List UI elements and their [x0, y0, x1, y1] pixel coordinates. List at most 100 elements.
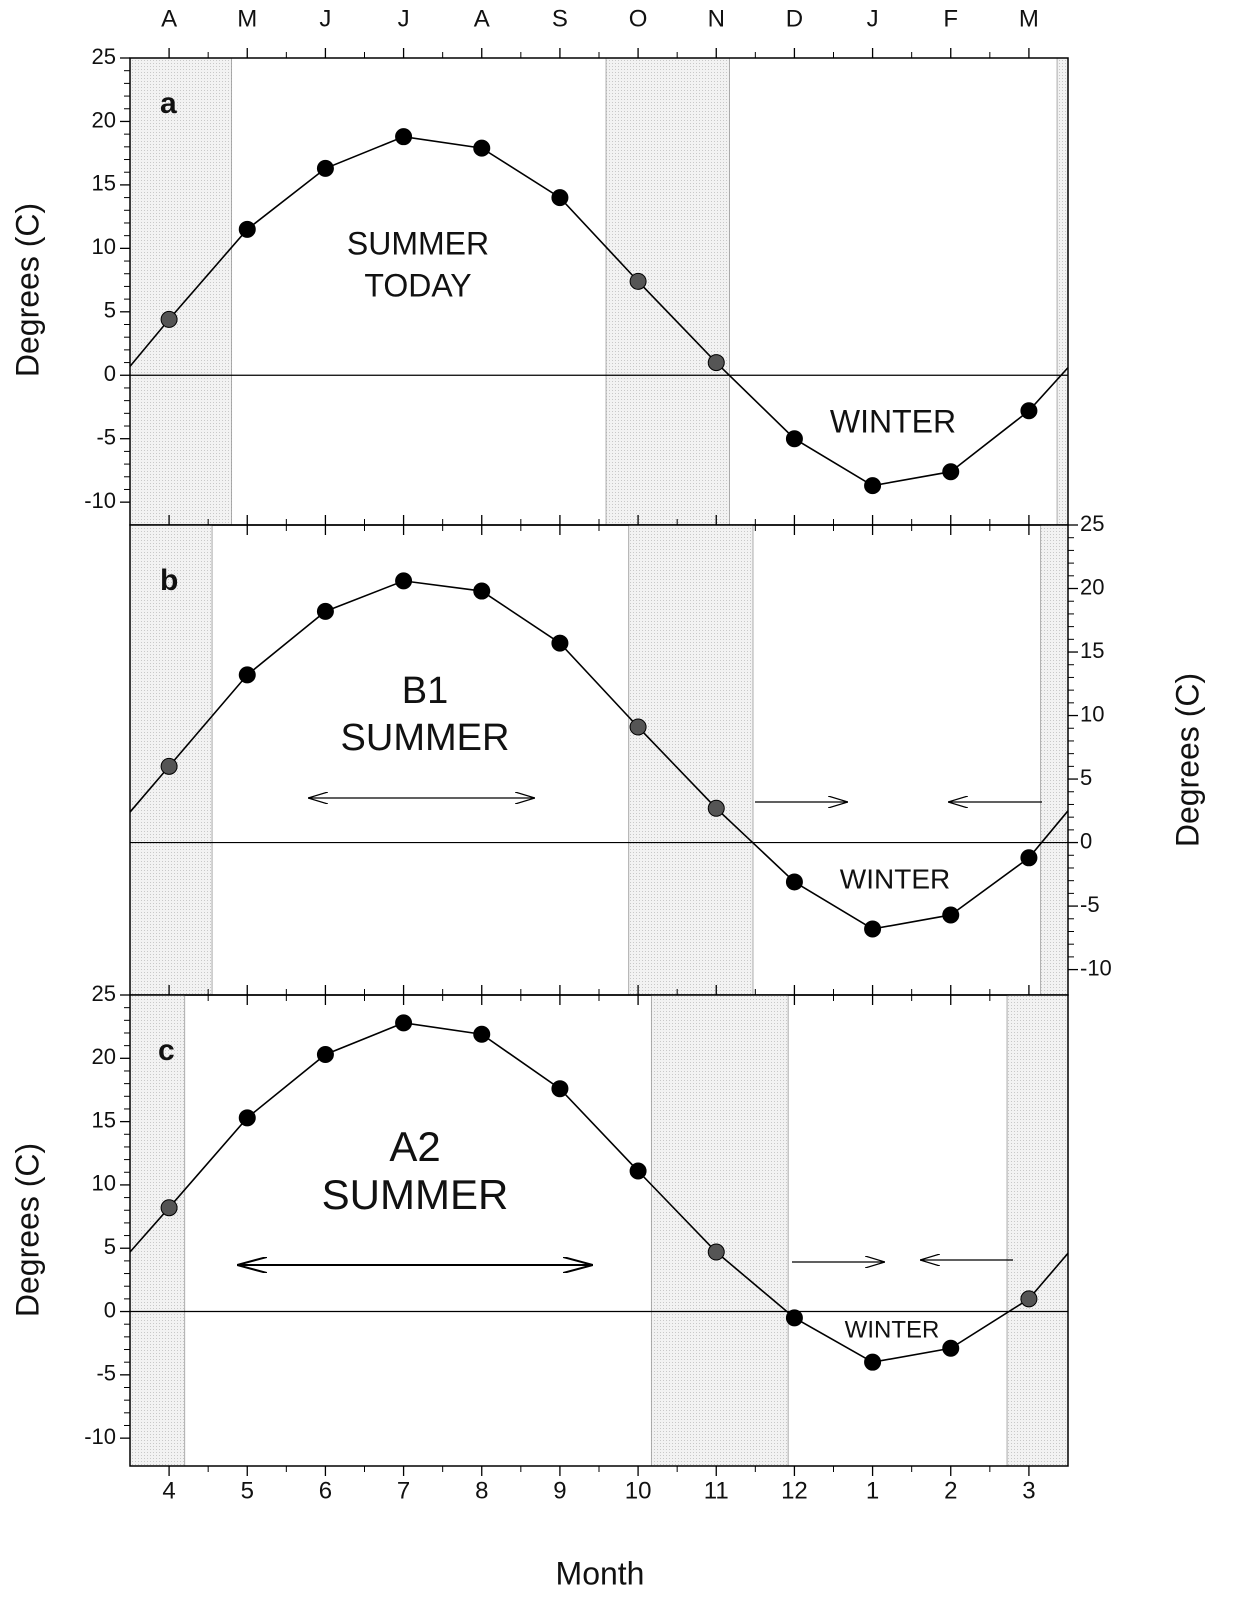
top-tick-label: N [708, 5, 725, 32]
data-line [129, 580, 1069, 930]
data-point [785, 873, 803, 891]
y-tick-label: 0 [104, 361, 116, 386]
data-point [629, 1162, 647, 1180]
shaded-span [605, 57, 730, 526]
y-tick-label: 10 [92, 234, 116, 259]
x-tick-label: 3 [1022, 1477, 1035, 1504]
data-point [238, 666, 256, 684]
top-tick-label: J [319, 5, 331, 32]
x-tick-label: 10 [625, 1477, 652, 1504]
data-point [1020, 402, 1038, 420]
data-point [316, 159, 334, 177]
y-tick-label: 20 [1080, 574, 1104, 599]
top-tick-label: A [161, 5, 177, 32]
y-tick-label: 25 [1080, 511, 1104, 536]
data-point [785, 430, 803, 448]
top-tick-label: S [552, 5, 568, 32]
y-tick-label: -10 [84, 1424, 116, 1449]
x-tick-label: 4 [162, 1477, 175, 1504]
panel-label: a [160, 87, 177, 120]
y-axis-label: Degrees (C) [9, 1143, 45, 1317]
x-tick-label: 12 [781, 1477, 808, 1504]
annotation: SUMMER [322, 1171, 509, 1218]
top-tick-label: D [786, 5, 803, 32]
y-tick-label: 0 [1080, 828, 1092, 853]
x-tick-label: 7 [397, 1477, 410, 1504]
data-point [160, 1199, 178, 1217]
data-point [316, 1046, 334, 1064]
y-tick-label: -10 [1080, 955, 1112, 980]
top-tick-label: O [629, 5, 648, 32]
y-tick-label: 15 [92, 1107, 116, 1132]
annotation: WINTER [840, 863, 950, 894]
top-tick-label: M [1019, 5, 1039, 32]
shaded-span [650, 994, 789, 1467]
y-axis-label: Degrees (C) [1169, 673, 1205, 847]
top-tick-label: A [474, 5, 490, 32]
data-point [551, 634, 569, 652]
data-point [551, 1080, 569, 1098]
data-point [707, 799, 725, 817]
y-tick-label: 25 [92, 44, 116, 69]
y-tick-label: 10 [92, 1171, 116, 1196]
data-point [942, 463, 960, 481]
annotation: WINTER [830, 403, 956, 439]
x-tick-label: 2 [944, 1477, 957, 1504]
data-line [129, 1022, 1069, 1364]
panel-label: c [158, 1034, 175, 1067]
shaded-span [129, 57, 233, 526]
data-point [785, 1309, 803, 1327]
data-point [942, 1339, 960, 1357]
data-point [238, 220, 256, 238]
annotation: SUMMER [341, 717, 510, 759]
x-tick-label: 5 [241, 1477, 254, 1504]
y-tick-label: 5 [104, 298, 116, 323]
panel-label: b [160, 564, 178, 597]
top-tick-label: J [867, 5, 879, 32]
y-tick-label: -5 [1080, 892, 1100, 917]
y-tick-label: 15 [92, 171, 116, 196]
data-point [1020, 849, 1038, 867]
shaded-span [628, 524, 754, 996]
shaded-span [1040, 524, 1069, 996]
data-point [551, 189, 569, 207]
data-point [864, 920, 882, 938]
data-point [1020, 1290, 1038, 1308]
y-tick-label: 25 [92, 981, 116, 1006]
y-tick-label: 20 [92, 107, 116, 132]
data-point [707, 1243, 725, 1261]
data-point [160, 757, 178, 775]
shaded-span [1056, 57, 1069, 526]
plot-frame [129, 994, 1069, 1467]
annotation: WINTER [845, 1316, 940, 1343]
y-tick-label: -5 [96, 425, 116, 450]
top-tick-label: M [237, 5, 257, 32]
data-point [238, 1109, 256, 1127]
x-tick-label: 6 [319, 1477, 332, 1504]
data-point [473, 1025, 491, 1043]
annotation: B1 [402, 670, 448, 712]
y-axis-label: Degrees (C) [9, 203, 45, 377]
shaded-span [129, 994, 186, 1467]
x-tick-label: 1 [866, 1477, 879, 1504]
data-point [473, 582, 491, 600]
data-point [864, 1353, 882, 1371]
top-tick-label: F [943, 5, 958, 32]
plot-frame [129, 57, 1069, 526]
y-tick-label: 5 [1080, 765, 1092, 790]
data-point [395, 128, 413, 146]
data-point [473, 139, 491, 157]
data-line [129, 135, 1069, 487]
y-tick-label: -10 [84, 488, 116, 513]
plot-frame [129, 524, 1069, 996]
data-point [629, 272, 647, 290]
y-tick-label: 15 [1080, 638, 1104, 663]
y-tick-label: -5 [96, 1361, 116, 1386]
data-point [395, 1014, 413, 1032]
y-tick-label: 10 [1080, 701, 1104, 726]
data-point [942, 906, 960, 924]
y-tick-label: 0 [104, 1297, 116, 1322]
shaded-span [1006, 994, 1069, 1467]
